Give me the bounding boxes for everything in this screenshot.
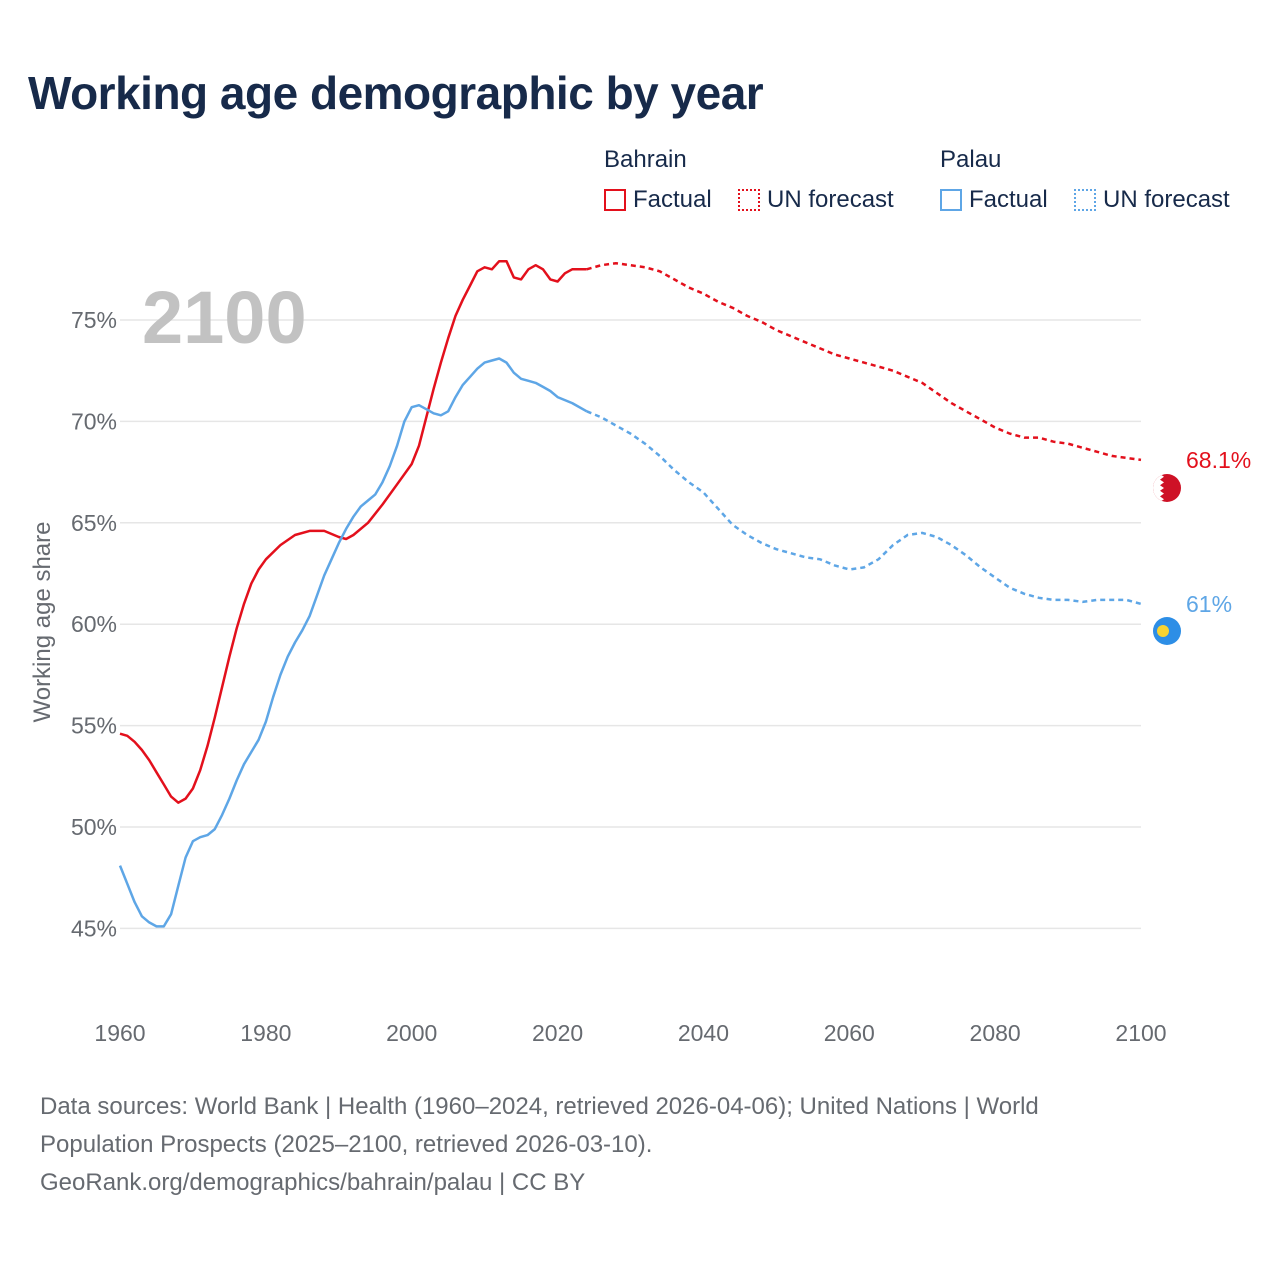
legend-item-label: UN forecast (1103, 186, 1230, 213)
palau-end-label: 61% (1186, 591, 1232, 617)
x-tick-label: 2080 (970, 1020, 1021, 1046)
y-tick-label: 65% (71, 510, 117, 536)
y-axis-label: Working age share (29, 522, 56, 723)
dotted-line-swatch-icon (738, 189, 760, 211)
legend-palau-forecast[interactable]: UN forecast (1074, 186, 1230, 214)
x-tick-label: 2100 (1115, 1020, 1166, 1046)
x-tick-label: 2000 (386, 1020, 437, 1046)
bahrain-forecast-line[interactable] (586, 261, 1142, 462)
data-sources: Data sources: World Bank | Health (1960–… (40, 1088, 1200, 1202)
y-tick-label: 70% (71, 408, 117, 434)
legend-country-label: Bahrain (604, 146, 687, 173)
x-tick-label: 2020 (532, 1020, 583, 1046)
y-tick-label: 75% (71, 307, 117, 333)
bahrain-flag-icon (1153, 474, 1181, 502)
attribution-link[interactable]: GeoRank.org/demographics/bahrain/palau |… (40, 1169, 586, 1196)
dotted-line-swatch-icon (1074, 189, 1096, 211)
legend-bahrain: Bahrain Factual UN forecast (604, 146, 924, 226)
line-chart: 2100 Working age share 45% 50% 55% 60% 65% 70… (29, 259, 1251, 1046)
palau-factual-line[interactable] (118, 357, 588, 928)
y-tick-label: 55% (71, 713, 117, 739)
legend-item-label: Factual (969, 186, 1048, 213)
page-title: Working age demographic by year (28, 67, 764, 119)
x-tick-label: 2040 (678, 1020, 729, 1046)
legend-item-label: Factual (633, 186, 712, 213)
legend-bahrain-forecast[interactable]: UN forecast (738, 186, 894, 214)
y-tick-label: 45% (71, 915, 117, 941)
x-tick-label: 1980 (240, 1020, 291, 1046)
legend-bahrain-factual[interactable]: Factual (604, 186, 712, 214)
x-tick-label: 2060 (824, 1020, 875, 1046)
legend-palau: Palau Factual UN forecast (940, 146, 1260, 226)
y-tick-label: 50% (71, 814, 117, 840)
bahrain-factual-line[interactable] (119, 259, 587, 804)
solid-line-swatch-icon (604, 189, 626, 211)
y-tick-label: 60% (71, 611, 117, 637)
legend-item-label: UN forecast (767, 186, 894, 213)
legend-country-label: Palau (940, 146, 1002, 173)
palau-forecast-line[interactable] (586, 410, 1142, 606)
legend-palau-factual[interactable]: Factual (940, 186, 1048, 214)
x-tick-label: 1960 (94, 1020, 145, 1046)
sources-line: Population Prospects (2025–2100, retriev… (40, 1131, 653, 1158)
sources-line: Data sources: World Bank | Health (1960–… (40, 1093, 1039, 1120)
year-overlay: 2100 (142, 276, 307, 359)
solid-line-swatch-icon (940, 189, 962, 211)
bahrain-end-label: 68.1% (1186, 447, 1251, 473)
palau-flag-icon (1153, 617, 1181, 645)
